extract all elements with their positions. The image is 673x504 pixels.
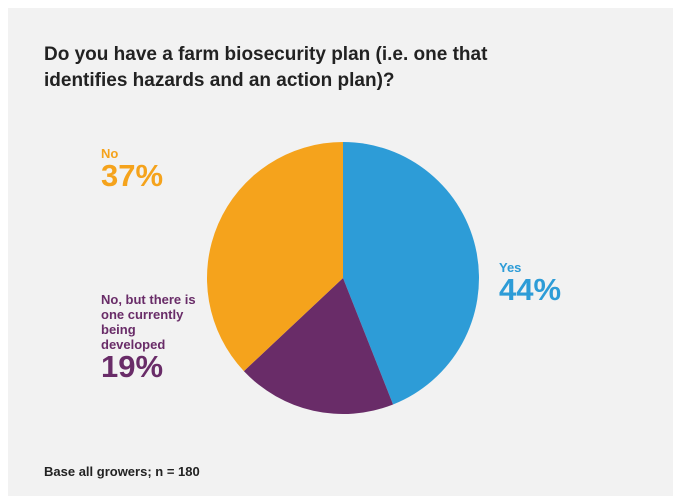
chart-title: Do you have a farm biosecurity plan (i.e… (44, 44, 488, 91)
slice-label-no-category: No (101, 146, 119, 161)
slice-label-yes: Yes 44% (499, 260, 561, 305)
slice-label-developing: No, but there is one currently being dev… (101, 292, 201, 382)
base-footnote: Base all growers; n = 180 (44, 464, 200, 479)
chart-card: Do you have a farm biosecurity plan (i.e… (8, 8, 673, 496)
slice-label-no-value: 37% (101, 158, 164, 193)
slice-label-developing-value: 19% (101, 349, 164, 384)
pie-slice-developing (243, 278, 394, 414)
slice-label-no: No 37% (101, 146, 163, 191)
slice-label-developing-category: No, but there is one currently being dev… (101, 292, 196, 352)
pie-chart (206, 142, 479, 414)
pie-slice-no (206, 142, 343, 372)
slice-label-yes-value: 44% (499, 272, 562, 307)
slice-label-yes-category: Yes (499, 260, 522, 275)
pie-slice-yes (343, 142, 479, 405)
